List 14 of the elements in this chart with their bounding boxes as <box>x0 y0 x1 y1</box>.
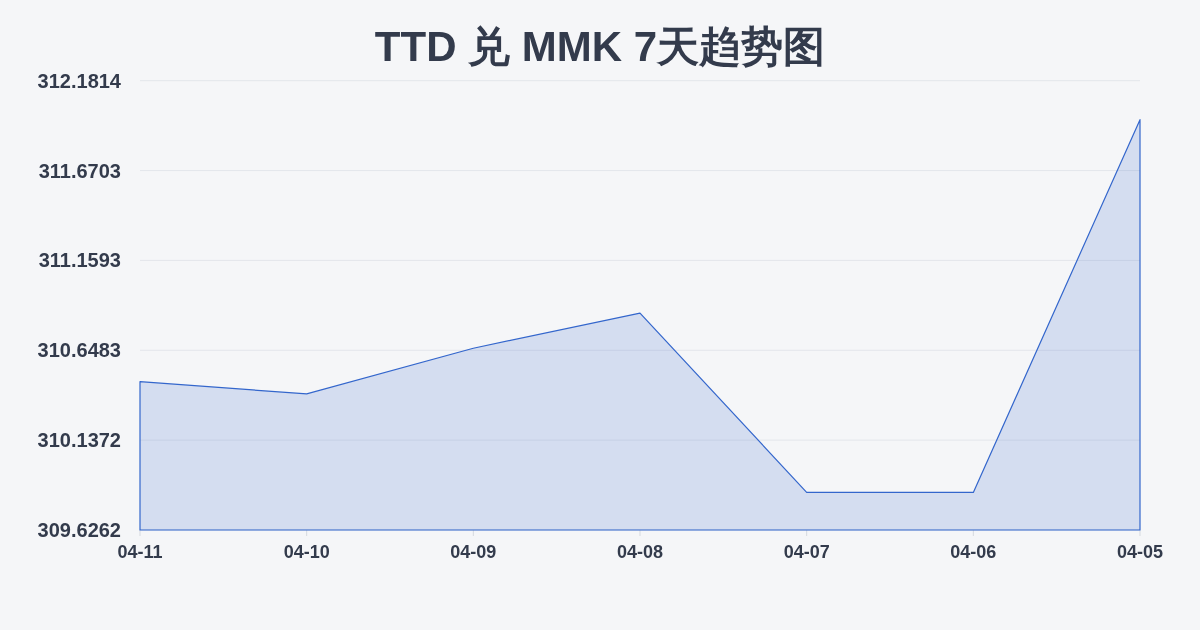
x-tick-label: 04-08 <box>617 542 663 562</box>
x-tick-label: 04-06 <box>950 542 997 562</box>
y-tick-label: 309.6262 <box>37 519 121 541</box>
y-tick-label: 312.1814 <box>37 69 121 92</box>
title: TTD 兑 MMK 7天趋势图 <box>374 23 826 70</box>
x-tick-label: 04-10 <box>283 542 330 562</box>
y-tick-label: 310.1372 <box>37 429 121 452</box>
x-tick-label: 04-11 <box>117 542 163 562</box>
x-tick-label: 04-09 <box>450 542 497 562</box>
y-tick-label: 311.6703 <box>38 159 121 182</box>
x-tick-label: 04-07 <box>783 542 830 562</box>
x-tick-label: 04-05 <box>1117 542 1163 562</box>
y-tick-label: 311.1593 <box>38 249 121 272</box>
y-tick-label: 310.6483 <box>37 339 121 362</box>
